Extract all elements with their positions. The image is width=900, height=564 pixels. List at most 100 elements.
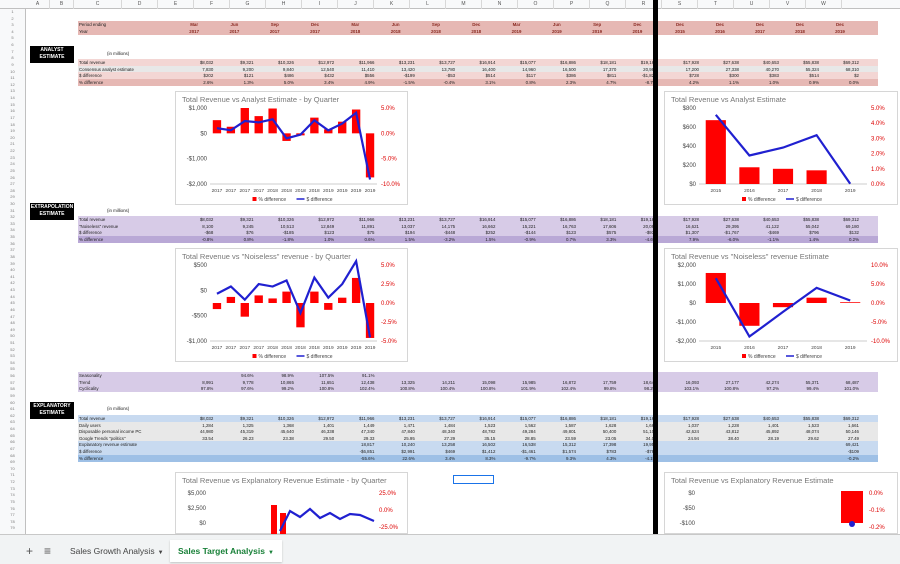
data-cell[interactable]: 1,228 (728, 422, 739, 428)
data-cell[interactable]: 94.6% (241, 373, 254, 378)
data-cell[interactable]: $575 (606, 230, 617, 236)
row-label[interactable]: Daily users (79, 422, 101, 428)
data-cell[interactable]: $19,168 (640, 217, 657, 222)
data-cell[interactable]: 1.0% (324, 236, 335, 242)
data-cell[interactable]: 12,540 (320, 66, 335, 72)
data-cell[interactable]: -$1,822 (641, 73, 657, 79)
data-cell[interactable]: 2.6% (203, 79, 214, 85)
data-cell[interactable]: 29.33 (363, 435, 375, 441)
data-cell[interactable]: 38.40 (728, 435, 739, 441)
row-number[interactable]: 60 (10, 399, 15, 405)
data-cell[interactable]: $300 (729, 73, 739, 79)
data-cell[interactable]: 45,640 (280, 429, 294, 435)
add-sheet-icon[interactable]: + (26, 544, 34, 558)
row-number[interactable]: 22 (10, 148, 15, 154)
data-cell[interactable]: 16,538 (522, 442, 536, 448)
data-cell[interactable]: $8,032 (199, 60, 214, 65)
row-number[interactable]: 40 (10, 267, 15, 273)
row-number[interactable]: 48 (10, 320, 15, 326)
row-number[interactable]: 39 (10, 260, 15, 266)
row-number[interactable]: 2 (11, 15, 14, 21)
data-cell[interactable]: $252 (485, 230, 496, 236)
row-number[interactable]: 5 (11, 35, 14, 41)
chart-noiseless-annual[interactable]: Total Revenue vs "Noiseless" revenue Est… (664, 248, 898, 362)
data-cell[interactable]: 97.8% (200, 386, 214, 392)
data-cell[interactable]: 1,523 (808, 422, 819, 428)
data-cell[interactable]: $469 (445, 449, 456, 454)
data-cell[interactable]: $123 (566, 230, 576, 236)
data-cell[interactable]: $121 (243, 73, 254, 79)
data-cell[interactable]: 16,872 (562, 379, 576, 385)
column-header[interactable]: U (734, 0, 770, 9)
data-cell[interactable]: $12,972 (318, 416, 335, 421)
row-number[interactable]: 56 (10, 373, 15, 379)
column-header[interactable]: V (770, 0, 806, 9)
row-number[interactable]: 42 (10, 280, 15, 286)
year-header[interactable]: 2018 (390, 29, 401, 34)
row-number[interactable]: 36 (10, 240, 15, 246)
data-cell[interactable]: 51,100 (643, 429, 657, 435)
row-number[interactable]: 65 (10, 432, 15, 438)
data-cell[interactable]: -$1,461 (520, 449, 536, 454)
data-cell[interactable]: $194 (405, 230, 415, 236)
data-cell[interactable]: 68,487 (845, 379, 859, 385)
data-cell[interactable]: 0.9% (808, 79, 819, 85)
row-number[interactable]: 33 (10, 220, 15, 226)
data-cell[interactable]: 0.8% (525, 79, 536, 85)
data-cell[interactable]: 12,438 (361, 379, 375, 385)
row-number[interactable]: 41 (10, 273, 15, 279)
data-cell[interactable]: $16,886 (560, 217, 576, 222)
data-cell[interactable]: 107.5% (319, 373, 335, 378)
data-cell[interactable]: $40,653 (763, 217, 779, 222)
data-cell[interactable]: 16,093 (685, 379, 699, 385)
row-number[interactable]: 21 (10, 141, 15, 147)
year-header[interactable]: 2019 (592, 29, 603, 34)
row-number[interactable]: 66 (10, 439, 15, 445)
data-cell[interactable]: 100.4% (440, 386, 456, 392)
data-cell[interactable]: 68,310 (845, 66, 859, 72)
column-header[interactable]: K (374, 0, 410, 9)
row-number[interactable]: 26 (10, 174, 15, 180)
row-label[interactable]: % difference (79, 455, 104, 461)
column-header[interactable]: C (74, 0, 122, 9)
data-cell[interactable]: -3.2% (443, 236, 456, 242)
data-cell[interactable]: 41,122 (765, 223, 779, 229)
annual-quarter-header[interactable]: Dec (755, 22, 765, 27)
row-number[interactable]: 70 (10, 465, 15, 471)
row-label[interactable]: "Noiseless" revenue (79, 223, 119, 229)
data-cell[interactable]: 1,587 (564, 422, 576, 428)
row-label[interactable]: Total revenue (79, 416, 106, 421)
data-cell[interactable]: 22.6% (402, 455, 415, 461)
data-cell[interactable]: $556 (364, 73, 375, 79)
row-number[interactable]: 54 (10, 359, 15, 365)
data-cell[interactable]: 101.0% (844, 386, 859, 392)
quarter-header[interactable]: Dec (472, 22, 481, 27)
selected-cell[interactable] (453, 475, 494, 484)
data-cell[interactable]: 0.0% (848, 79, 859, 85)
row-number[interactable]: 75 (10, 498, 15, 504)
row-number[interactable]: 52 (10, 346, 15, 352)
data-cell[interactable]: $19,168 (640, 416, 657, 421)
data-cell[interactable]: 48,074 (805, 429, 819, 435)
data-cell[interactable]: $27,638 (723, 416, 739, 421)
data-cell[interactable]: 3.3% (606, 236, 617, 242)
row-number[interactable]: 35 (10, 234, 15, 240)
data-cell[interactable]: $17,928 (683, 416, 699, 421)
data-cell[interactable]: 16,500 (562, 66, 576, 72)
data-cell[interactable]: $15,077 (519, 60, 536, 65)
data-cell[interactable]: $783 (606, 449, 617, 454)
data-cell[interactable]: $69,312 (843, 416, 859, 421)
data-cell[interactable]: 35.15 (484, 435, 496, 441)
data-cell[interactable] (214, 455, 254, 462)
chevron-down-icon[interactable]: ▼ (267, 550, 274, 556)
data-cell[interactable]: 1,562 (524, 422, 536, 428)
row-label[interactable]: Total revenue (79, 60, 106, 65)
data-cell[interactable]: $75 (367, 230, 375, 236)
data-cell[interactable]: $40,653 (763, 60, 779, 65)
data-cell[interactable] (255, 455, 295, 462)
row-number[interactable]: 9 (11, 61, 14, 67)
row-label[interactable]: Total revenue (79, 217, 106, 222)
data-cell[interactable]: 3.4% (324, 79, 335, 85)
row-number[interactable]: 32 (10, 214, 15, 220)
data-cell[interactable]: 20,990 (643, 66, 657, 72)
